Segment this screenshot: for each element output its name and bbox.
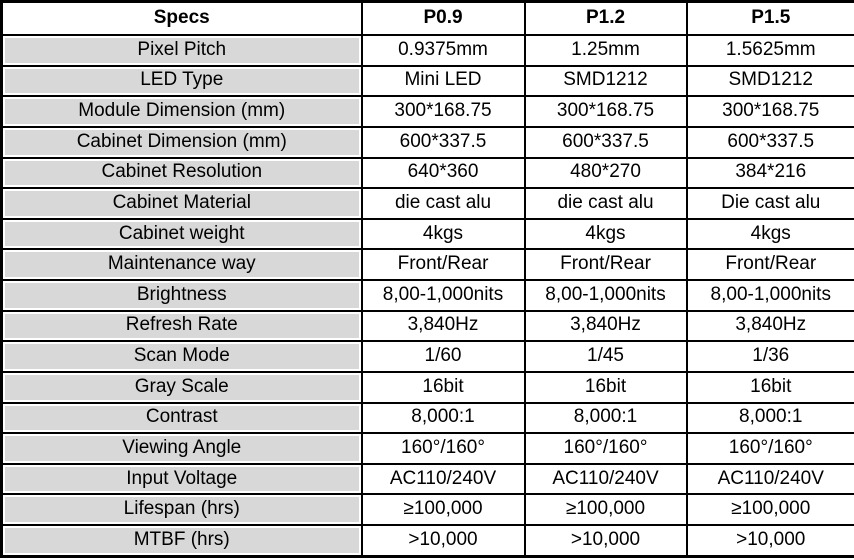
specs-table-body: Pixel Pitch 0.9375mm 1.25mm 1.5625mm LED Typ… bbox=[0, 34, 854, 558]
row-value: Front/Rear bbox=[360, 248, 526, 281]
row-value: die cast alu bbox=[360, 187, 526, 220]
row-value: 16bit bbox=[685, 370, 854, 404]
row-value: Mini LED bbox=[360, 64, 526, 98]
row-value: 160°/160° bbox=[523, 432, 688, 465]
row-value: AC110/240V bbox=[360, 462, 526, 496]
table-row: Input Voltage AC110/240V AC110/240V AC110/2… bbox=[0, 462, 854, 496]
col-header-specs: Specs bbox=[0, 0, 363, 36]
row-value: Front/Rear bbox=[685, 248, 854, 281]
table-row: Cabinet Dimension (mm) 600*337.5 600*337.5… bbox=[0, 125, 854, 159]
row-value: 160°/160° bbox=[360, 432, 526, 465]
row-label: Cabinet Material bbox=[0, 187, 363, 220]
row-value: 160°/160° bbox=[685, 432, 854, 465]
table-row: Cabinet Material die cast alu die cast alu… bbox=[0, 187, 854, 220]
row-label: MTBF (hrs) bbox=[0, 524, 363, 558]
row-value: 0.9375mm bbox=[360, 34, 526, 67]
row-value: AC110/240V bbox=[523, 462, 688, 496]
row-value: 8,00-1,000nits bbox=[523, 279, 688, 312]
row-value: 384*216 bbox=[685, 156, 854, 190]
row-value: 16bit bbox=[360, 370, 526, 404]
row-value: >10,000 bbox=[360, 524, 526, 558]
row-value: 480*270 bbox=[523, 156, 688, 190]
table-row: Brightness 8,00-1,000nits 8,00-1,000nits 8,… bbox=[0, 279, 854, 312]
table-row: LED Type Mini LED SMD1212 SMD1212 bbox=[0, 64, 854, 98]
row-value: ≥100,000 bbox=[685, 493, 854, 526]
row-label: Cabinet weight bbox=[0, 217, 363, 251]
row-value: 1/45 bbox=[523, 340, 688, 373]
row-label: LED Type bbox=[0, 64, 363, 98]
row-value: SMD1212 bbox=[685, 64, 854, 98]
row-value: 1.25mm bbox=[523, 34, 688, 67]
row-label: Scan Mode bbox=[0, 340, 363, 373]
row-value: 300*168.75 bbox=[685, 95, 854, 128]
row-label: Maintenance way bbox=[0, 248, 363, 281]
row-value: 4kgs bbox=[685, 217, 854, 251]
row-label: Brightness bbox=[0, 279, 363, 312]
row-value: 8,000:1 bbox=[360, 401, 526, 435]
row-value: 640*360 bbox=[360, 156, 526, 190]
row-value: 300*168.75 bbox=[360, 95, 526, 128]
row-value: ≥100,000 bbox=[360, 493, 526, 526]
row-label: Lifespan (hrs) bbox=[0, 493, 363, 526]
row-label: Viewing Angle bbox=[0, 432, 363, 465]
table-row: Cabinet Resolution 640*360 480*270 384*216 bbox=[0, 156, 854, 190]
col-header-p12: P1.2 bbox=[523, 0, 688, 36]
row-value: 1/60 bbox=[360, 340, 526, 373]
row-value: 600*337.5 bbox=[523, 125, 688, 159]
table-row: MTBF (hrs) >10,000 >10,000 >10,000 bbox=[0, 524, 854, 558]
row-value: Front/Rear bbox=[523, 248, 688, 281]
row-value: >10,000 bbox=[523, 524, 688, 558]
row-value: AC110/240V bbox=[685, 462, 854, 496]
table-row: Refresh Rate 3,840Hz 3,840Hz 3,840Hz bbox=[0, 309, 854, 343]
row-value: 4kgs bbox=[360, 217, 526, 251]
row-label: Cabinet Dimension (mm) bbox=[0, 125, 363, 159]
table-row: Lifespan (hrs) ≥100,000 ≥100,000 ≥100,000 bbox=[0, 493, 854, 526]
row-value: die cast alu bbox=[523, 187, 688, 220]
row-value: 16bit bbox=[523, 370, 688, 404]
row-value: 4kgs bbox=[523, 217, 688, 251]
row-value: 3,840Hz bbox=[360, 309, 526, 343]
row-value: Die cast alu bbox=[685, 187, 854, 220]
table-row: Maintenance way Front/Rear Front/Rear Front… bbox=[0, 248, 854, 281]
table-row: Pixel Pitch 0.9375mm 1.25mm 1.5625mm bbox=[0, 34, 854, 67]
table-row: Scan Mode 1/60 1/45 1/36 bbox=[0, 340, 854, 373]
row-value: 3,840Hz bbox=[523, 309, 688, 343]
row-value: ≥100,000 bbox=[523, 493, 688, 526]
table-row: Cabinet weight 4kgs 4kgs 4kgs bbox=[0, 217, 854, 251]
header-row: Specs P0.9 P1.2 P1.5 bbox=[0, 0, 854, 36]
row-value: 8,00-1,000nits bbox=[685, 279, 854, 312]
row-value: 1.5625mm bbox=[685, 34, 854, 67]
row-label: Module Dimension (mm) bbox=[0, 95, 363, 128]
row-value: 600*337.5 bbox=[360, 125, 526, 159]
row-value: 3,840Hz bbox=[685, 309, 854, 343]
row-label: Gray Scale bbox=[0, 370, 363, 404]
row-label: Contrast bbox=[0, 401, 363, 435]
row-value: >10,000 bbox=[685, 524, 854, 558]
table-row: Contrast 8,000:1 8,000:1 8,000:1 bbox=[0, 401, 854, 435]
row-value: 8,000:1 bbox=[523, 401, 688, 435]
row-label: Pixel Pitch bbox=[0, 34, 363, 67]
row-value: 8,00-1,000nits bbox=[360, 279, 526, 312]
row-value: 300*168.75 bbox=[523, 95, 688, 128]
row-label: Cabinet Resolution bbox=[0, 156, 363, 190]
row-value: SMD1212 bbox=[523, 64, 688, 98]
row-value: 8,000:1 bbox=[685, 401, 854, 435]
col-header-p15: P1.5 bbox=[685, 0, 854, 36]
row-label: Input Voltage bbox=[0, 462, 363, 496]
row-value: 600*337.5 bbox=[685, 125, 854, 159]
table-row: Viewing Angle 160°/160° 160°/160° 160°/160° bbox=[0, 432, 854, 465]
table-row: Module Dimension (mm) 300*168.75 300*168.7… bbox=[0, 95, 854, 128]
col-header-p09: P0.9 bbox=[360, 0, 526, 36]
table-row: Gray Scale 16bit 16bit 16bit bbox=[0, 370, 854, 404]
row-value: 1/36 bbox=[685, 340, 854, 373]
row-label: Refresh Rate bbox=[0, 309, 363, 343]
